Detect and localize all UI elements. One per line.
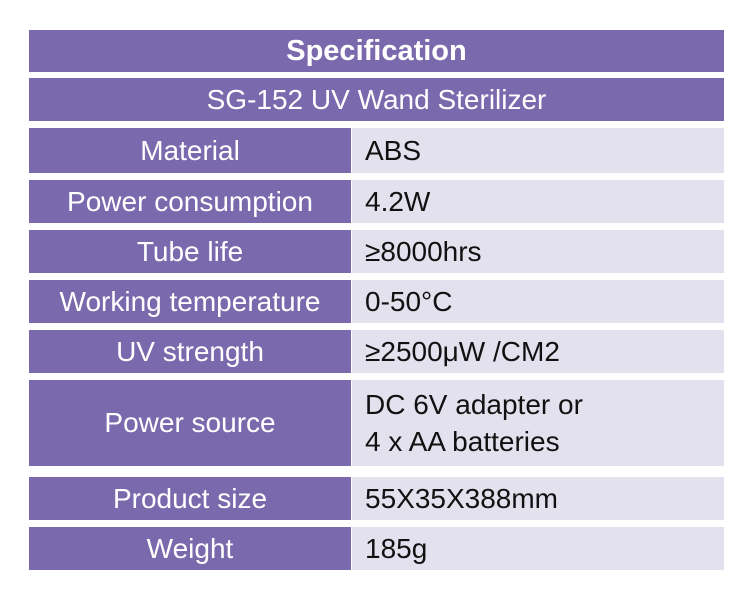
spec-label: Tube life: [29, 230, 351, 273]
subtitle: SG-152 UV Wand Sterilizer: [29, 78, 724, 121]
spec-label: Power consumption: [29, 180, 351, 223]
spec-value: ≥2500μW /CM2: [352, 330, 724, 373]
title: Specification: [29, 30, 724, 72]
spec-value: 4.2W: [352, 180, 724, 223]
spec-label: UV strength: [29, 330, 351, 373]
spec-value: DC 6V adapter or 4 x AA batteries: [352, 380, 724, 466]
spec-value: 55X35X388mm: [352, 477, 724, 520]
spec-value: 185g: [352, 527, 724, 570]
spec-label: Product size: [29, 477, 351, 520]
spec-value: ABS: [352, 128, 724, 173]
spec-label: Material: [29, 128, 351, 173]
spec-value: 0-50°C: [352, 280, 724, 323]
spec-label: Weight: [29, 527, 351, 570]
spec-label: Working temperature: [29, 280, 351, 323]
spec-label: Power source: [29, 380, 351, 466]
spec-value: ≥8000hrs: [352, 230, 724, 273]
